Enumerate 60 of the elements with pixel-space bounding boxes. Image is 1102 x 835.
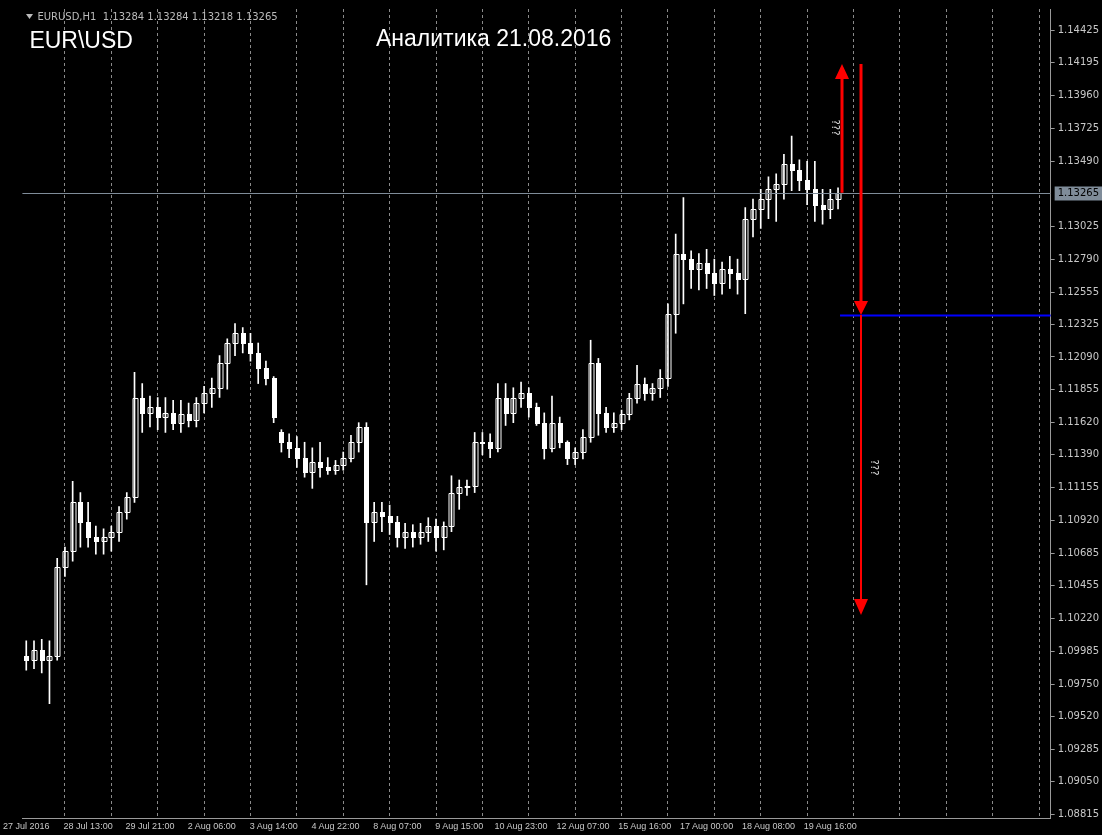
candlestick bbox=[318, 441, 323, 478]
x-tick-label: 15 Aug 16:00 bbox=[618, 821, 672, 832]
x-tick-label: 8 Aug 07:00 bbox=[373, 821, 422, 832]
annotation: EURUSD,H1 1.13284 1.13284 1.13218 1.13265 bbox=[37, 11, 278, 22]
candlestick bbox=[94, 525, 99, 555]
candlestick bbox=[24, 640, 29, 671]
candlestick bbox=[371, 502, 378, 542]
y-tick-label: 1.13725 bbox=[1057, 122, 1100, 134]
candlestick bbox=[147, 395, 154, 428]
x-tick-label: 28 Jul 13:00 bbox=[63, 821, 113, 832]
y-tick-label: 1.11620 bbox=[1057, 416, 1100, 428]
candlestick bbox=[719, 261, 726, 295]
y-tick-label: 1.09750 bbox=[1057, 677, 1100, 689]
y-tick-label: 1.13025 bbox=[1057, 219, 1100, 231]
y-tick-label: 1.11855 bbox=[1057, 383, 1100, 395]
y-tick-label: 1.11155 bbox=[1057, 481, 1100, 493]
candlestick bbox=[31, 640, 38, 669]
y-tick-label: 1.14195 bbox=[1057, 56, 1100, 68]
x-tick-label: 19 Aug 16:00 bbox=[803, 821, 857, 832]
y-tick-label: 1.11390 bbox=[1057, 448, 1100, 460]
candlestick bbox=[549, 395, 556, 453]
y-tick-label: 1.09985 bbox=[1057, 644, 1100, 656]
candlestick bbox=[178, 399, 185, 433]
x-tick-label: 12 Aug 07:00 bbox=[556, 821, 610, 832]
x-tick-label: 10 Aug 23:00 bbox=[494, 821, 548, 832]
x-tick-label: 17 Aug 00:00 bbox=[680, 821, 734, 832]
y-tick-label: 1.09050 bbox=[1057, 775, 1100, 787]
candlestick bbox=[380, 502, 385, 533]
annotation: ??? bbox=[869, 459, 881, 476]
y-tick-label: 1.13490 bbox=[1057, 154, 1100, 166]
x-tick-label: 2 Aug 06:00 bbox=[187, 821, 236, 832]
x-tick-label: 27 Jul 2016 bbox=[3, 821, 50, 832]
y-tick-label: 1.09520 bbox=[1057, 709, 1100, 721]
candlestick bbox=[402, 522, 409, 549]
y-tick-label: 1.10920 bbox=[1057, 514, 1100, 526]
y-tick-label: 1.10455 bbox=[1057, 579, 1100, 591]
y-tick-label: 1.09285 bbox=[1057, 742, 1100, 754]
text: EUR\USD bbox=[29, 27, 133, 54]
y-tick-label: 1.08815 bbox=[1057, 808, 1100, 820]
x-tick-label: 18 Aug 08:00 bbox=[741, 821, 795, 832]
y-tick-label: 1.14425 bbox=[1057, 24, 1100, 36]
y-tick-label: 1.12790 bbox=[1057, 252, 1100, 264]
candlestick bbox=[728, 256, 733, 289]
x-tick-label: 4 Aug 22:00 bbox=[311, 821, 360, 832]
y-tick-label: 1.13960 bbox=[1057, 89, 1100, 101]
y-tick-label: 1.12325 bbox=[1057, 317, 1100, 329]
y-tick-label: 1.10220 bbox=[1057, 611, 1100, 623]
ref-line-label: 1.13265 bbox=[1057, 187, 1100, 199]
y-tick-label: 1.12090 bbox=[1057, 350, 1100, 362]
x-tick-label: 9 Aug 15:00 bbox=[435, 821, 484, 832]
text: Аналитика 21.08.2016 bbox=[376, 25, 612, 52]
candlestick bbox=[696, 253, 703, 291]
x-tick-label: 3 Aug 14:00 bbox=[249, 821, 298, 832]
candlestick bbox=[495, 383, 502, 453]
y-tick-label: 1.12555 bbox=[1057, 285, 1100, 297]
candlestick bbox=[326, 457, 331, 475]
x-tick-label: 29 Jul 21:00 bbox=[125, 821, 175, 832]
annotation: ??? bbox=[830, 119, 842, 136]
y-tick-label: 1.10685 bbox=[1057, 546, 1100, 558]
candlestick bbox=[805, 161, 810, 205]
